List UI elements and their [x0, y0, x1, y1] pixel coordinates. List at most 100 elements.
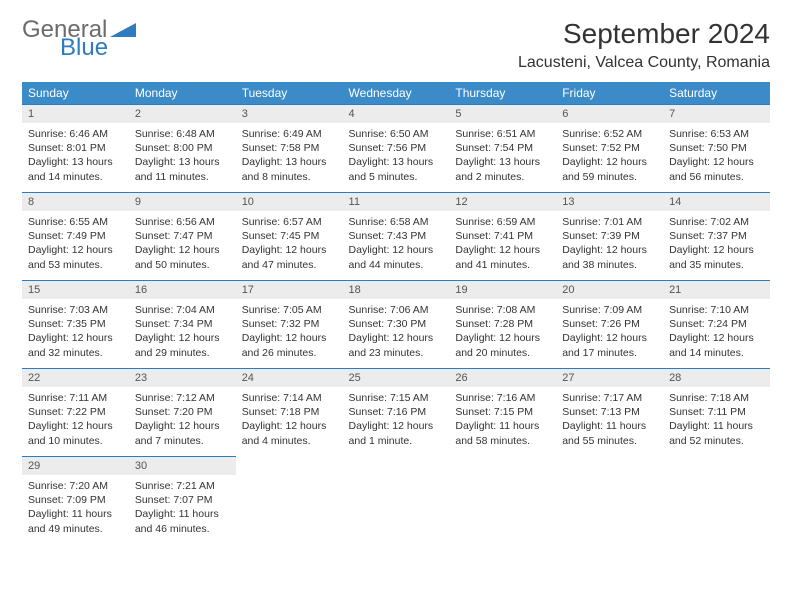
sunrise-line: Sunrise: 7:12 AM: [135, 391, 230, 405]
daylight-line: Daylight: 12 hours and 35 minutes.: [669, 243, 764, 271]
day-body: Sunrise: 7:03 AMSunset: 7:35 PMDaylight:…: [22, 299, 129, 366]
daylight-line: Daylight: 12 hours and 32 minutes.: [28, 331, 123, 359]
sunset-line: Sunset: 7:35 PM: [28, 317, 123, 331]
calendar-cell: 4Sunrise: 6:50 AMSunset: 7:56 PMDaylight…: [343, 104, 450, 192]
sunset-line: Sunset: 7:09 PM: [28, 493, 123, 507]
calendar-cell: 28Sunrise: 7:18 AMSunset: 7:11 PMDayligh…: [663, 368, 770, 456]
sunset-line: Sunset: 7:32 PM: [242, 317, 337, 331]
day-number: 25: [343, 368, 450, 387]
day-body: Sunrise: 6:53 AMSunset: 7:50 PMDaylight:…: [663, 123, 770, 190]
sunrise-line: Sunrise: 6:48 AM: [135, 127, 230, 141]
sunrise-line: Sunrise: 6:59 AM: [455, 215, 550, 229]
calendar-row: 15Sunrise: 7:03 AMSunset: 7:35 PMDayligh…: [22, 280, 770, 368]
weekday-header: Thursday: [449, 82, 556, 104]
day-body: Sunrise: 7:12 AMSunset: 7:20 PMDaylight:…: [129, 387, 236, 454]
daylight-line: Daylight: 12 hours and 14 minutes.: [669, 331, 764, 359]
sunrise-line: Sunrise: 7:02 AM: [669, 215, 764, 229]
day-number: 4: [343, 104, 450, 123]
calendar-cell: 13Sunrise: 7:01 AMSunset: 7:39 PMDayligh…: [556, 192, 663, 280]
day-body: Sunrise: 7:11 AMSunset: 7:22 PMDaylight:…: [22, 387, 129, 454]
day-body: Sunrise: 6:55 AMSunset: 7:49 PMDaylight:…: [22, 211, 129, 278]
calendar-cell: 5Sunrise: 6:51 AMSunset: 7:54 PMDaylight…: [449, 104, 556, 192]
calendar-cell: 3Sunrise: 6:49 AMSunset: 7:58 PMDaylight…: [236, 104, 343, 192]
calendar-cell: 8Sunrise: 6:55 AMSunset: 7:49 PMDaylight…: [22, 192, 129, 280]
sunrise-line: Sunrise: 7:10 AM: [669, 303, 764, 317]
calendar-row: 22Sunrise: 7:11 AMSunset: 7:22 PMDayligh…: [22, 368, 770, 456]
calendar-cell: ..: [556, 456, 663, 544]
day-body: Sunrise: 6:57 AMSunset: 7:45 PMDaylight:…: [236, 211, 343, 278]
calendar-cell: 17Sunrise: 7:05 AMSunset: 7:32 PMDayligh…: [236, 280, 343, 368]
sunset-line: Sunset: 8:00 PM: [135, 141, 230, 155]
sunset-line: Sunset: 8:01 PM: [28, 141, 123, 155]
calendar-cell: 23Sunrise: 7:12 AMSunset: 7:20 PMDayligh…: [129, 368, 236, 456]
calendar-cell: 14Sunrise: 7:02 AMSunset: 7:37 PMDayligh…: [663, 192, 770, 280]
daylight-line: Daylight: 12 hours and 56 minutes.: [669, 155, 764, 183]
weekday-header: Wednesday: [343, 82, 450, 104]
day-body: Sunrise: 6:46 AMSunset: 8:01 PMDaylight:…: [22, 123, 129, 190]
sunset-line: Sunset: 7:24 PM: [669, 317, 764, 331]
brand-logo: General Blue: [22, 18, 136, 60]
daylight-line: Daylight: 12 hours and 38 minutes.: [562, 243, 657, 271]
day-number: 29: [22, 456, 129, 475]
day-body: Sunrise: 6:48 AMSunset: 8:00 PMDaylight:…: [129, 123, 236, 190]
day-body: Sunrise: 6:59 AMSunset: 7:41 PMDaylight:…: [449, 211, 556, 278]
day-number: 10: [236, 192, 343, 211]
sunrise-line: Sunrise: 7:05 AM: [242, 303, 337, 317]
sunset-line: Sunset: 7:28 PM: [455, 317, 550, 331]
sunset-line: Sunset: 7:58 PM: [242, 141, 337, 155]
calendar-cell: 11Sunrise: 6:58 AMSunset: 7:43 PMDayligh…: [343, 192, 450, 280]
calendar-cell: 1Sunrise: 6:46 AMSunset: 8:01 PMDaylight…: [22, 104, 129, 192]
sunset-line: Sunset: 7:41 PM: [455, 229, 550, 243]
sunset-line: Sunset: 7:34 PM: [135, 317, 230, 331]
sunrise-line: Sunrise: 7:08 AM: [455, 303, 550, 317]
calendar-cell: ..: [236, 456, 343, 544]
sunrise-line: Sunrise: 7:16 AM: [455, 391, 550, 405]
calendar-cell: ..: [663, 456, 770, 544]
calendar-table: SundayMondayTuesdayWednesdayThursdayFrid…: [22, 82, 770, 544]
sunrise-line: Sunrise: 7:17 AM: [562, 391, 657, 405]
location-text: Lacusteni, Valcea County, Romania: [518, 54, 770, 72]
daylight-line: Daylight: 12 hours and 23 minutes.: [349, 331, 444, 359]
sunrise-line: Sunrise: 6:58 AM: [349, 215, 444, 229]
day-number: 12: [449, 192, 556, 211]
day-body: Sunrise: 6:52 AMSunset: 7:52 PMDaylight:…: [556, 123, 663, 190]
sunset-line: Sunset: 7:16 PM: [349, 405, 444, 419]
sunset-line: Sunset: 7:37 PM: [669, 229, 764, 243]
sunrise-line: Sunrise: 7:09 AM: [562, 303, 657, 317]
daylight-line: Daylight: 13 hours and 8 minutes.: [242, 155, 337, 183]
sunset-line: Sunset: 7:52 PM: [562, 141, 657, 155]
day-number: 11: [343, 192, 450, 211]
calendar-cell: 2Sunrise: 6:48 AMSunset: 8:00 PMDaylight…: [129, 104, 236, 192]
day-number: 21: [663, 280, 770, 299]
sunset-line: Sunset: 7:13 PM: [562, 405, 657, 419]
calendar-row: 8Sunrise: 6:55 AMSunset: 7:49 PMDaylight…: [22, 192, 770, 280]
weekday-header: Sunday: [22, 82, 129, 104]
day-number: 5: [449, 104, 556, 123]
calendar-cell: ..: [343, 456, 450, 544]
sunrise-line: Sunrise: 7:03 AM: [28, 303, 123, 317]
sunrise-line: Sunrise: 6:52 AM: [562, 127, 657, 141]
day-number: 17: [236, 280, 343, 299]
day-number: 2: [129, 104, 236, 123]
day-body: Sunrise: 6:51 AMSunset: 7:54 PMDaylight:…: [449, 123, 556, 190]
daylight-line: Daylight: 12 hours and 59 minutes.: [562, 155, 657, 183]
daylight-line: Daylight: 12 hours and 4 minutes.: [242, 419, 337, 447]
weekday-header: Monday: [129, 82, 236, 104]
daylight-line: Daylight: 11 hours and 52 minutes.: [669, 419, 764, 447]
day-body: Sunrise: 7:02 AMSunset: 7:37 PMDaylight:…: [663, 211, 770, 278]
daylight-line: Daylight: 11 hours and 49 minutes.: [28, 507, 123, 535]
sunset-line: Sunset: 7:15 PM: [455, 405, 550, 419]
sunrise-line: Sunrise: 7:06 AM: [349, 303, 444, 317]
daylight-line: Daylight: 11 hours and 55 minutes.: [562, 419, 657, 447]
sunrise-line: Sunrise: 7:11 AM: [28, 391, 123, 405]
daylight-line: Daylight: 11 hours and 46 minutes.: [135, 507, 230, 535]
day-body: Sunrise: 7:01 AMSunset: 7:39 PMDaylight:…: [556, 211, 663, 278]
day-number: 22: [22, 368, 129, 387]
day-body: Sunrise: 7:06 AMSunset: 7:30 PMDaylight:…: [343, 299, 450, 366]
weekday-header-row: SundayMondayTuesdayWednesdayThursdayFrid…: [22, 82, 770, 104]
calendar-cell: 27Sunrise: 7:17 AMSunset: 7:13 PMDayligh…: [556, 368, 663, 456]
daylight-line: Daylight: 12 hours and 17 minutes.: [562, 331, 657, 359]
day-number: 14: [663, 192, 770, 211]
calendar-cell: 25Sunrise: 7:15 AMSunset: 7:16 PMDayligh…: [343, 368, 450, 456]
day-number: 28: [663, 368, 770, 387]
